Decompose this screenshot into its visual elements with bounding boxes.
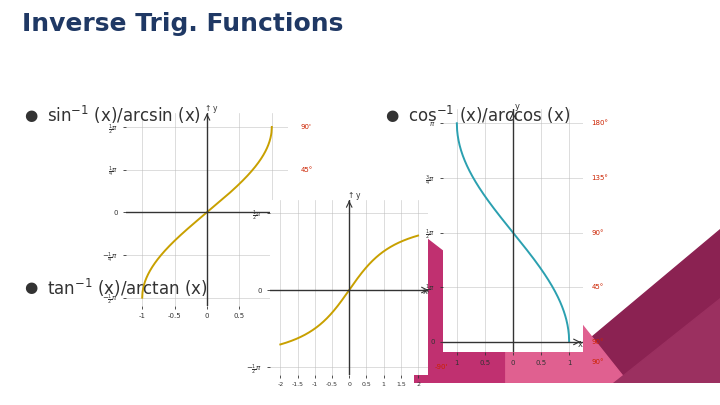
Polygon shape [505,229,628,383]
Text: -90": -90" [301,294,315,301]
Text: x: x [284,210,289,219]
Text: $\uparrow$y: $\uparrow$y [203,103,219,115]
Text: -45": -45" [301,252,315,258]
Text: ●: ● [24,108,37,123]
Polygon shape [414,229,613,383]
Text: 45°: 45° [301,166,313,173]
Text: 135°: 135° [592,175,608,181]
Text: 90°: 90° [592,230,604,236]
Text: Inverse Trig. Functions: Inverse Trig. Functions [22,12,343,36]
Text: $\uparrow$y: $\uparrow$y [346,190,361,202]
Text: x: x [423,287,428,296]
Text: 45°: 45° [592,284,604,290]
Text: 90°: 90° [592,339,604,345]
Text: 90': 90' [301,124,312,130]
Polygon shape [613,298,720,383]
Text: sin$^{-1}$ (x)/arcsin (x): sin$^{-1}$ (x)/arcsin (x) [47,104,201,126]
Text: y: y [514,102,519,111]
Text: -90': -90' [435,364,448,370]
Text: ●: ● [24,280,37,295]
Polygon shape [536,229,720,383]
Text: ●: ● [385,108,398,123]
Text: tan$^{-1}$ (x)/arctan (x): tan$^{-1}$ (x)/arctan (x) [47,277,207,298]
Text: cos$^{-1}$ (x)/arccos (x): cos$^{-1}$ (x)/arccos (x) [408,104,570,126]
Text: 90°: 90° [592,359,604,365]
Text: x: x [578,341,583,350]
Text: 180°: 180° [592,120,608,126]
